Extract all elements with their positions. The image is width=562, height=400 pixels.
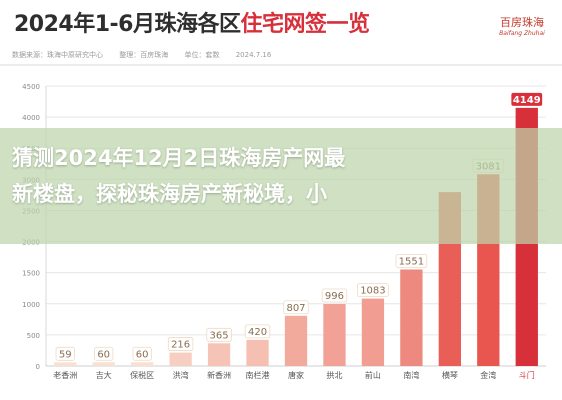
data-label-bg: [167, 337, 194, 351]
data-label: 59: [59, 349, 72, 360]
header-divider: [0, 64, 562, 66]
data-label: 60: [136, 349, 149, 360]
bar-保税区: [131, 362, 154, 366]
meta-organizer: 整理：百房珠海: [119, 51, 169, 59]
brand-logo: 百房珠海 Baifang Zhuhai: [492, 14, 552, 37]
x-tick-label: 老香洲: [53, 370, 77, 380]
bar-前山: [361, 298, 385, 366]
y-tick-label: 500: [27, 332, 40, 340]
data-label: 60: [97, 349, 110, 360]
meta-source: 数据来源：珠海中原研究中心: [12, 51, 103, 59]
logo-text: 百房珠海: [500, 16, 544, 29]
data-label: 1083: [360, 286, 385, 297]
chart-title: 2024年1-6月珠海各区住宅网签一览: [14, 6, 370, 38]
x-tick-label: 吉大: [96, 370, 112, 380]
x-tick-label: 斗门: [519, 370, 535, 380]
x-tick-label: 洪湾: [173, 370, 189, 380]
x-tick-label: 南栏港: [246, 370, 270, 380]
data-label: 996: [325, 291, 344, 302]
x-tick-label: 保税区: [130, 370, 154, 380]
data-label-bg: [94, 346, 114, 361]
y-tick-label: 4500: [22, 83, 40, 91]
data-label-bg: [283, 300, 309, 315]
data-label-bg: [395, 254, 428, 268]
source-meta: 数据来源：珠海中原研究中心 整理：百房珠海 单位：套数 2024.7.16: [12, 50, 285, 60]
bar-老香洲: [54, 362, 77, 366]
data-label-bg: [132, 346, 152, 361]
data-label: 4149: [513, 95, 541, 106]
x-tick-label: 南湾: [403, 370, 419, 380]
data-label-bg: [357, 283, 389, 298]
chart-header: 2024年1-6月珠海各区住宅网签一览 数据来源：珠海中原研究中心 整理：百房珠…: [0, 0, 562, 64]
bar-唐家: [284, 315, 308, 366]
bar-南湾: [400, 269, 423, 366]
data-label: 807: [286, 303, 305, 314]
logo-subtext: Baifang Zhuhai: [499, 30, 545, 37]
banner-line-1: 猜测2024年12月2日珠海房产网最: [12, 146, 346, 170]
x-tick-label: 金湾: [480, 370, 496, 380]
x-tick-label: 横琴: [442, 370, 458, 380]
bar-南栏港: [246, 339, 269, 366]
data-label: 1551: [399, 256, 424, 267]
data-label: 420: [248, 327, 267, 338]
data-label-bg: [206, 327, 232, 342]
meta-date: 2024.7.16: [235, 51, 272, 59]
title-part-2: 住宅网签一览: [240, 12, 370, 37]
banner-line-2: 新楼盘，探秘珠海房产新秘境，小: [12, 182, 327, 206]
bar-洪湾: [169, 352, 192, 366]
x-tick-label: 前山: [365, 370, 381, 380]
data-label-bg: [244, 324, 271, 339]
data-label-bg: [55, 346, 75, 361]
bar-吉大: [92, 362, 115, 366]
banner-text: 猜测2024年12月2日珠海房产网最 新楼盘，探秘珠海房产新秘境，小: [12, 140, 552, 212]
data-label: 365: [210, 330, 229, 341]
y-tick-label: 4000: [22, 114, 40, 122]
meta-unit: 单位：套数: [184, 51, 220, 59]
title-part-1: 2024年1-6月珠海各区: [14, 12, 241, 37]
bar-新香洲: [207, 343, 231, 366]
overlay-banner: 猜测2024年12月2日珠海房产网最 新楼盘，探秘珠海房产新秘境，小: [0, 128, 562, 244]
y-tick-label: 1500: [22, 270, 40, 278]
x-tick-label: 唐家: [288, 370, 304, 380]
x-tick-label: 新香洲: [207, 370, 231, 380]
y-tick-label: 1000: [22, 301, 40, 309]
bar-拱北: [323, 304, 346, 366]
x-tick-label: 拱北: [326, 370, 342, 380]
data-label: 216: [171, 340, 190, 351]
y-tick-label: 0: [36, 363, 40, 371]
data-label-bg: [321, 288, 348, 303]
data-label-bg: [511, 92, 543, 106]
